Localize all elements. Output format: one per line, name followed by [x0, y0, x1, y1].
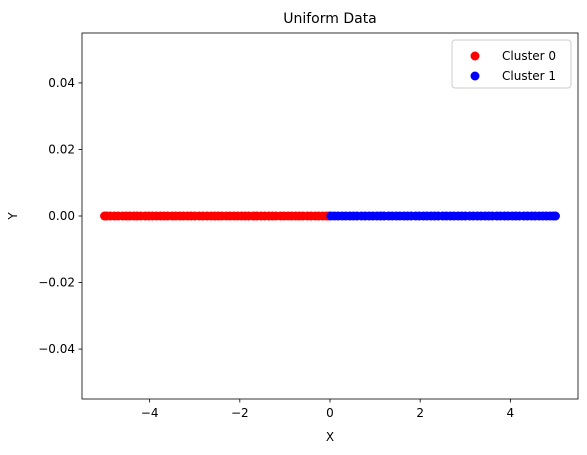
x-axis-ticks: −4 −2 0 2 4	[141, 399, 514, 420]
scatter-point-cluster-1	[551, 212, 560, 221]
legend-marker-cluster-1	[471, 72, 480, 81]
x-tick-label: 4	[507, 406, 515, 420]
y-tick-label: 0.00	[48, 209, 75, 223]
chart-title: Uniform Data	[283, 11, 377, 27]
x-tick-label: 0	[326, 406, 334, 420]
points-layer	[100, 212, 560, 221]
x-tick-label: −2	[231, 406, 249, 420]
x-axis-label: X	[326, 430, 334, 444]
y-axis-label: Y	[6, 212, 20, 221]
y-tick-label: −0.02	[38, 276, 75, 290]
y-axis-ticks: −0.04 −0.02 0.00 0.02 0.04	[38, 76, 82, 356]
legend-label-cluster-1: Cluster 1	[502, 69, 556, 83]
x-tick-label: −4	[141, 406, 159, 420]
legend-label-cluster-0: Cluster 0	[502, 49, 556, 63]
y-tick-label: 0.02	[48, 142, 75, 156]
legend-marker-cluster-0	[471, 52, 480, 61]
y-tick-label: 0.04	[48, 76, 75, 90]
legend: Cluster 0 Cluster 1	[452, 40, 571, 88]
y-tick-label: −0.04	[38, 342, 75, 356]
x-tick-label: 2	[416, 406, 424, 420]
